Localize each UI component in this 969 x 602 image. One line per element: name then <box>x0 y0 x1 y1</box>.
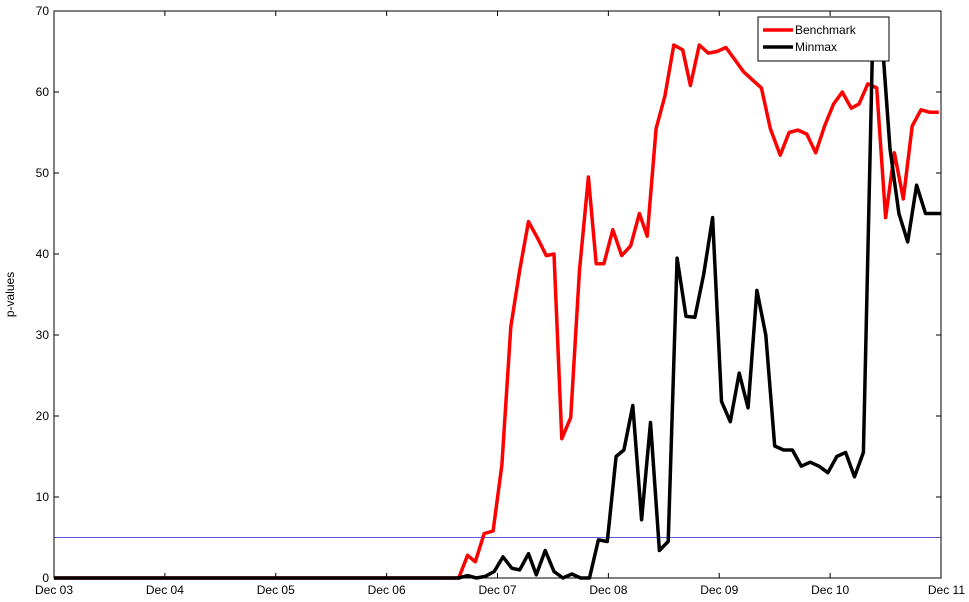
y-tick-label: 0 <box>42 571 49 585</box>
y-tick-label: 50 <box>36 166 50 180</box>
series-line-benchmark <box>54 43 939 580</box>
x-tick-label: Dec 09 <box>700 583 738 597</box>
legend-box <box>757 16 890 62</box>
series-line-minmax <box>54 23 941 580</box>
y-tick-label: 70 <box>36 4 50 18</box>
x-tick-label: Dec 10 <box>811 583 849 597</box>
y-tick-label: 20 <box>36 409 50 423</box>
x-tick-label: Dec 11 <box>928 583 965 597</box>
y-axis: 0 10 20 30 40 50 60 70 <box>36 4 941 585</box>
legend: Benchmark Minmax <box>757 16 890 62</box>
x-tick-label: Dec 05 <box>257 583 295 597</box>
y-tick-label: 30 <box>36 328 50 342</box>
legend-label: Benchmark <box>795 23 857 37</box>
x-tick-label: Dec 07 <box>478 583 516 597</box>
series-group <box>54 23 941 580</box>
y-axis-label: p-values <box>3 272 17 317</box>
x-tick-label: Dec 03 <box>35 583 73 597</box>
legend-label: Minmax <box>795 40 837 54</box>
y-tick-label: 40 <box>36 247 50 261</box>
x-tick-label: Dec 04 <box>146 583 184 597</box>
x-tick-label: Dec 08 <box>589 583 627 597</box>
y-tick-label: 10 <box>36 490 50 504</box>
y-tick-label: 60 <box>36 85 50 99</box>
x-axis: Dec 03 Dec 04 Dec 05 Dec 06 Dec 07 Dec 08 Dec … <box>35 11 965 597</box>
x-tick-label: Dec 06 <box>368 583 406 597</box>
